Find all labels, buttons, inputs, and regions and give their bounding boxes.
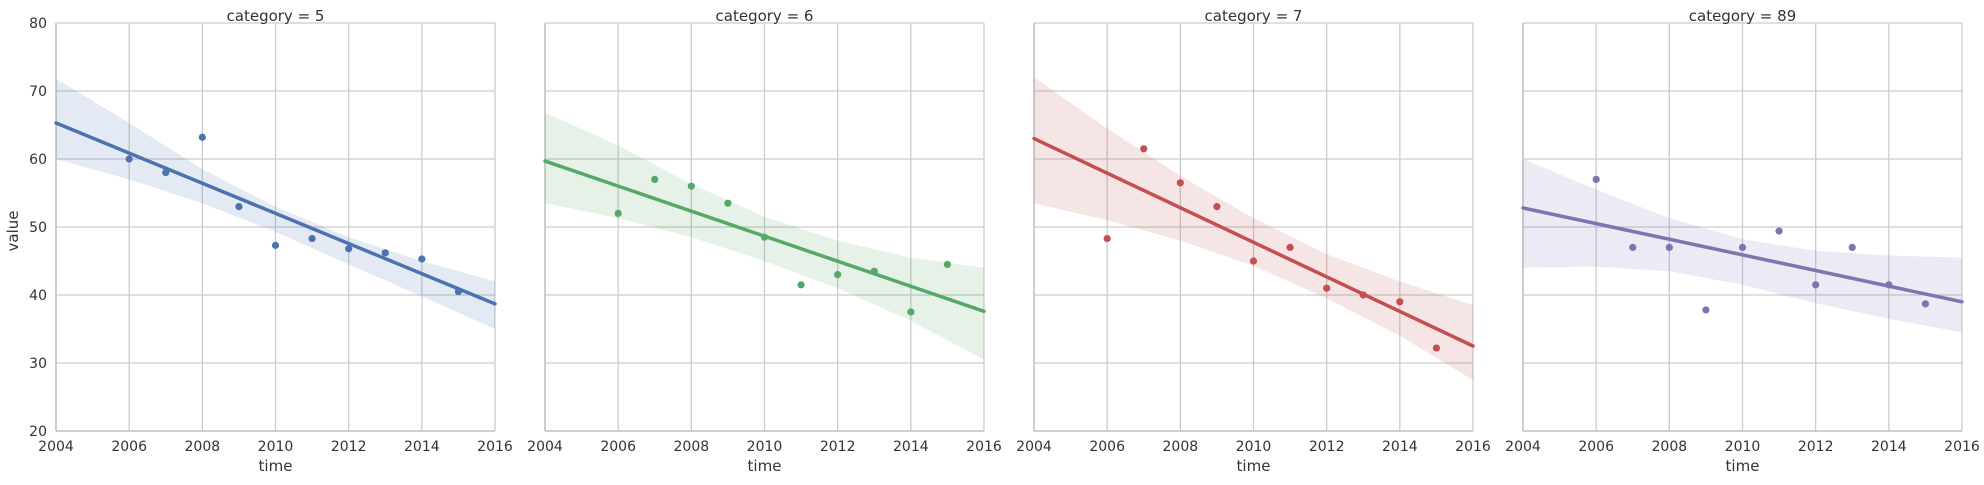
data-point <box>1432 344 1441 352</box>
data-point <box>125 155 133 163</box>
confidence-band <box>1034 77 1473 381</box>
data-point <box>907 308 915 316</box>
data-point <box>345 245 353 253</box>
x-tick-label: 2006 <box>1089 439 1125 455</box>
data-point <box>1140 145 1148 153</box>
x-axis-label: time <box>1726 457 1760 475</box>
x-tick-label: 2010 <box>1236 439 1272 455</box>
panel-title: category = 89 <box>1689 7 1796 25</box>
x-tick-label: 2014 <box>893 439 929 455</box>
x-tick-label: 2010 <box>1725 439 1761 455</box>
x-tick-label: 2004 <box>1016 439 1052 455</box>
y-tick-label: 70 <box>29 84 47 100</box>
x-tick-label: 2014 <box>1382 439 1418 455</box>
x-tick-label: 2012 <box>820 439 856 455</box>
panel-title: category = 7 <box>1205 7 1303 25</box>
data-point <box>308 234 316 243</box>
data-point <box>271 241 280 249</box>
data-point <box>1286 243 1294 251</box>
x-tick-label: 2006 <box>1578 439 1614 455</box>
x-tick-label: 2014 <box>1871 439 1907 455</box>
data-point <box>418 255 426 263</box>
x-axis-label: time <box>259 457 293 475</box>
data-point <box>381 249 389 257</box>
data-point <box>687 182 695 190</box>
data-point <box>724 199 732 207</box>
x-tick-label: 2004 <box>527 439 563 455</box>
x-tick-label: 2016 <box>477 439 513 455</box>
x-tick-label: 2010 <box>747 439 783 455</box>
data-point <box>1702 306 1710 314</box>
x-axis-label: time <box>748 457 782 475</box>
data-point <box>1812 281 1820 289</box>
x-tick-label: 2016 <box>1455 439 1491 455</box>
x-axis-label: time <box>1237 457 1271 475</box>
panel-3: category = 7 2004 2006 2008 2010 2012 2014 2016… <box>1016 7 1491 475</box>
data-point <box>454 288 463 296</box>
x-tick-label: 2008 <box>1652 439 1688 455</box>
data-point <box>614 209 622 217</box>
x-tick-label: 2010 <box>258 439 294 455</box>
y-axis-label: value <box>4 211 22 252</box>
data-point <box>1323 284 1331 292</box>
panel-title: category = 5 <box>227 7 325 25</box>
data-point <box>1921 300 1930 308</box>
data-point <box>1249 257 1258 265</box>
data-point <box>1396 298 1404 306</box>
regression-line <box>1032 136 1475 348</box>
data-point <box>760 233 769 241</box>
x-tick-label: 2012 <box>1798 439 1834 455</box>
y-tick-label: 80 <box>29 16 47 32</box>
data-point <box>1213 203 1221 211</box>
x-tick-label: 2006 <box>111 439 147 455</box>
y-tick-label: 50 <box>29 220 47 236</box>
data-point <box>834 271 842 279</box>
data-point <box>1176 179 1184 187</box>
data-point <box>870 267 878 275</box>
panels-layer: category = 5 2004 2006 2008 2010 2012 2014 2016… <box>29 7 1980 475</box>
x-tick-label: 2012 <box>331 439 367 455</box>
x-tick-label: 2016 <box>1944 439 1980 455</box>
panel-2: category = 6 2004 2006 2008 2010 2012 2014 2016… <box>527 7 1002 475</box>
data-point <box>1592 175 1600 183</box>
panel-1: category = 5 2004 2006 2008 2010 2012 2014 2016… <box>29 7 513 475</box>
data-point <box>1775 227 1783 235</box>
x-tick-label: 2008 <box>185 439 221 455</box>
x-tick-label: 2004 <box>38 439 74 455</box>
x-tick-label: 2008 <box>674 439 710 455</box>
x-tick-label: 2016 <box>966 439 1002 455</box>
data-point <box>943 260 952 268</box>
data-point <box>235 203 243 211</box>
confidence-band <box>56 78 495 329</box>
y-tick-label: 20 <box>29 424 47 440</box>
data-point <box>1738 243 1747 251</box>
regression-line <box>54 121 497 306</box>
x-tick-label: 2012 <box>1309 439 1345 455</box>
data-point <box>1885 281 1893 289</box>
y-tick-label: 60 <box>29 152 47 168</box>
y-tick-label: 30 <box>29 356 47 372</box>
data-point <box>198 133 206 141</box>
data-point <box>162 169 170 177</box>
y-tick-label: 40 <box>29 288 47 304</box>
data-point <box>1103 234 1111 243</box>
data-point <box>1359 291 1367 299</box>
panel-4: category = 89 2004 2006 2008 2010 2012 2014 201… <box>1505 7 1980 475</box>
panel-title: category = 6 <box>716 7 814 25</box>
data-point <box>797 281 805 289</box>
data-point <box>651 175 659 183</box>
data-point <box>1848 243 1856 251</box>
x-tick-label: 2006 <box>600 439 636 455</box>
x-tick-label: 2008 <box>1163 439 1199 455</box>
x-tick-label: 2014 <box>404 439 440 455</box>
data-point <box>1629 243 1637 251</box>
x-tick-label: 2004 <box>1505 439 1541 455</box>
axis-labels: value <box>4 211 22 252</box>
data-point <box>1665 243 1673 251</box>
